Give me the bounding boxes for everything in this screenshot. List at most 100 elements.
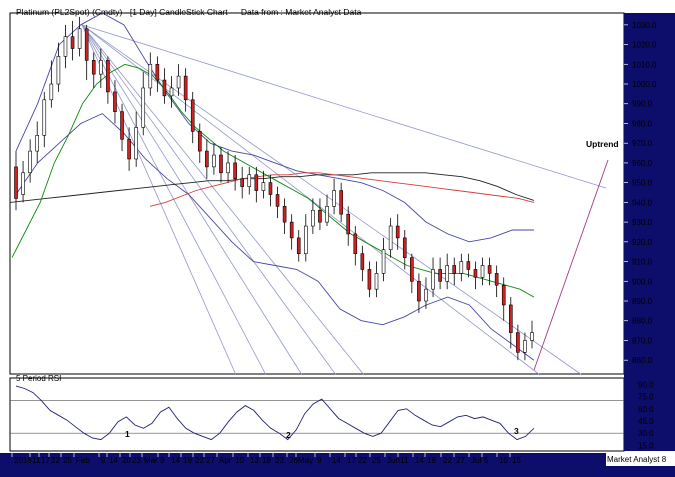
rsi-tick-label: 75.0 [638, 393, 654, 402]
date-tick-label: 11 [400, 456, 409, 465]
candle-bear [487, 265, 492, 274]
rsi-tick-label: 30.0 [638, 429, 654, 438]
candle-bull [381, 249, 386, 274]
candle-bull [480, 265, 485, 278]
rsi-marker-1: 1 [125, 429, 130, 439]
rsi-tick-label: 60.0 [638, 405, 654, 414]
moving-averages [9, 63, 535, 298]
fan-line [81, 24, 365, 376]
candle-bull [424, 288, 428, 302]
price-tick-label: 970.0 [632, 139, 653, 148]
candle-bull [176, 75, 181, 89]
date-axis-bar [0, 453, 675, 477]
candle-bull [63, 36, 68, 57]
rsi-marker-2: 2 [286, 430, 291, 440]
candle-bear [84, 28, 89, 61]
date-tick-label: 22 [443, 456, 452, 465]
bollinger-upper-line [15, 12, 534, 243]
bollinger-lower-line [15, 113, 535, 361]
date-tick-label: 15 [512, 456, 521, 465]
date-tick-label: May [298, 456, 313, 465]
date-tick-label: 22 [51, 456, 60, 465]
candle-bear [289, 221, 294, 239]
rsi-tick-label: 45.0 [638, 417, 654, 426]
bollinger-bands [15, 12, 535, 361]
date-tick-label: 26 [289, 456, 298, 465]
date-tick-label: 10 [235, 456, 244, 465]
rsi-tick-label: 15.0 [638, 441, 654, 450]
candle-bear [275, 194, 280, 207]
rsi-tick-label: 90.0 [638, 380, 654, 389]
candle-bear [452, 265, 457, 274]
price-tick-label: 890.0 [632, 297, 653, 306]
candle-bear [219, 154, 223, 174]
candle-bear [183, 75, 188, 101]
candlesticks [14, 16, 534, 361]
price-tick-label: 900.0 [632, 277, 653, 286]
candle-bear [367, 269, 372, 290]
candle-bear [395, 225, 400, 239]
candle-bull [148, 63, 153, 89]
candle-bull [374, 273, 379, 290]
price-tick-label: 920.0 [632, 238, 653, 247]
price-tick-label: 1010.0 [632, 60, 657, 69]
candle-bull [141, 87, 146, 128]
price-tick-label: 930.0 [632, 218, 653, 227]
date-tick-label: 25 [63, 456, 72, 465]
date-tick-label: 9 [160, 456, 165, 465]
candle-bull [28, 150, 32, 174]
price-tick-label: 910.0 [632, 258, 653, 267]
candle-bear [494, 273, 499, 286]
fan-line [81, 24, 337, 376]
candle-bear [197, 131, 202, 152]
price-tick-label: 990.0 [632, 100, 653, 109]
date-tick-label: 9 [317, 456, 322, 465]
footer-box [606, 453, 675, 466]
candle-bear [466, 261, 471, 270]
candle-bear [360, 253, 365, 270]
rsi-panel-frame [9, 377, 625, 452]
candle-bear [346, 213, 351, 235]
fan-lines [81, 24, 609, 376]
date-tick-label: 13 [250, 456, 259, 465]
date-tick-label: Jul [471, 456, 481, 465]
date-tick-label: 27 [456, 456, 465, 465]
uptrend-line [533, 159, 609, 371]
date-tick-label: 22 [358, 456, 367, 465]
candle-bear [233, 162, 237, 180]
candle-bull [388, 225, 393, 251]
date-tick-label: 10 [499, 456, 508, 465]
candle-bear [417, 280, 421, 302]
candle-bull [523, 340, 527, 353]
date-tick-label: 14 [171, 456, 180, 465]
candle-bull [304, 225, 308, 254]
date-tick-label: 9 [101, 456, 106, 465]
date-tick-label: 17 [347, 456, 356, 465]
candle-bear [473, 269, 478, 278]
price-tick-label: 980.0 [632, 119, 653, 128]
candle-bull [445, 265, 449, 282]
candle-bear [516, 332, 520, 353]
fan-line [81, 24, 267, 376]
candle-bear [113, 91, 117, 112]
candle-bull [77, 28, 82, 49]
date-tick-label: 11 [32, 456, 41, 465]
price-tick-label: 940.0 [632, 198, 653, 207]
price-tick-label: 860.0 [632, 356, 653, 365]
candle-bear [91, 60, 96, 75]
candle-bull [247, 174, 252, 187]
date-tick-label: Jun [387, 456, 400, 465]
date-tick-label: Apr [219, 456, 232, 465]
date-tick-label: Feb [76, 456, 90, 465]
date-tick-label: 14 [332, 456, 341, 465]
date-tick-label: Mar [144, 456, 158, 465]
price-tick-label: 1000.0 [632, 80, 657, 89]
axes: 1030.01020.01010.01000.0990.0980.0970.09… [0, 13, 675, 477]
candle-bear [120, 111, 124, 140]
candle-bear [410, 257, 414, 282]
price-tick-label: 1020.0 [632, 41, 657, 50]
candle-bull [325, 206, 329, 223]
candle-bear [501, 284, 506, 306]
date-tick-label: 20 [122, 456, 131, 465]
